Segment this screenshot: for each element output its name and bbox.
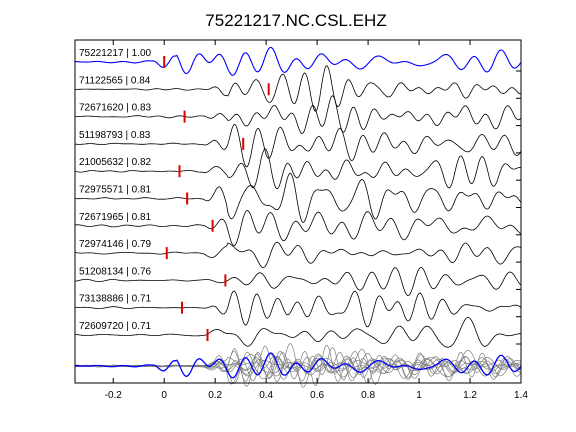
trace-label-6: 72671965 | 0.81: [79, 212, 152, 223]
stack-trace-10: [74, 350, 522, 378]
trace-label-10: 72609720 | 0.71: [79, 321, 152, 332]
chart-title: 75221217.NC.CSL.EHZ: [205, 11, 386, 30]
trace-line-6: [74, 210, 522, 247]
traces-group: 75221217 | 1.00 71122565 | 0.84 72671620 |…: [74, 46, 522, 348]
trace-line-10: [74, 317, 522, 348]
trace-label-7: 72974146 | 0.79: [79, 239, 152, 250]
x-tick-label: 0: [161, 390, 167, 401]
trace-line-1: [75, 65, 521, 112]
stack-panel: [74, 342, 522, 388]
trace-line-9: [75, 290, 522, 328]
trace-line-5: [74, 172, 522, 224]
stack-trace-9: [75, 350, 522, 384]
trace-label-1: 71122565 | 0.84: [79, 75, 151, 86]
x-tick-label: 1: [416, 390, 422, 401]
trace-line-7: [74, 241, 522, 269]
x-tick-label: 0.2: [208, 390, 222, 401]
trace-line-3: [74, 123, 522, 168]
trace-line-0: [75, 46, 522, 76]
stack-trace-3: [74, 348, 522, 387]
trace-line-8: [74, 267, 522, 297]
stack-reference-trace: [75, 352, 522, 379]
x-tick-label: 1.2: [463, 390, 477, 401]
trace-label-5: 72975571 | 0.81: [79, 185, 152, 196]
x-tick-label: 0.8: [361, 390, 375, 401]
x-tick-label: -0.2: [105, 390, 123, 401]
axes: -0.2 0 0.2 0.4 0.6 0.8 1 1.2 1.4: [74, 39, 528, 401]
x-tick-label: 1.4: [514, 390, 528, 401]
trace-label-3: 51198793 | 0.83: [79, 130, 151, 141]
trace-line-4: [74, 148, 522, 190]
x-tick-label: 0.6: [310, 390, 324, 401]
trace-label-2: 72671620 | 0.83: [79, 103, 152, 114]
trace-label-4: 21005632 | 0.82: [79, 157, 152, 168]
trace-line-2: [75, 95, 522, 135]
x-tick-label: 0.4: [259, 390, 273, 401]
trace-label-8: 51208134 | 0.76: [79, 266, 152, 277]
trace-label-0: 75221217 | 1.00: [79, 48, 152, 59]
plot-frame: [74, 39, 522, 384]
trace-label-9: 73138886 | 0.71: [79, 294, 152, 305]
